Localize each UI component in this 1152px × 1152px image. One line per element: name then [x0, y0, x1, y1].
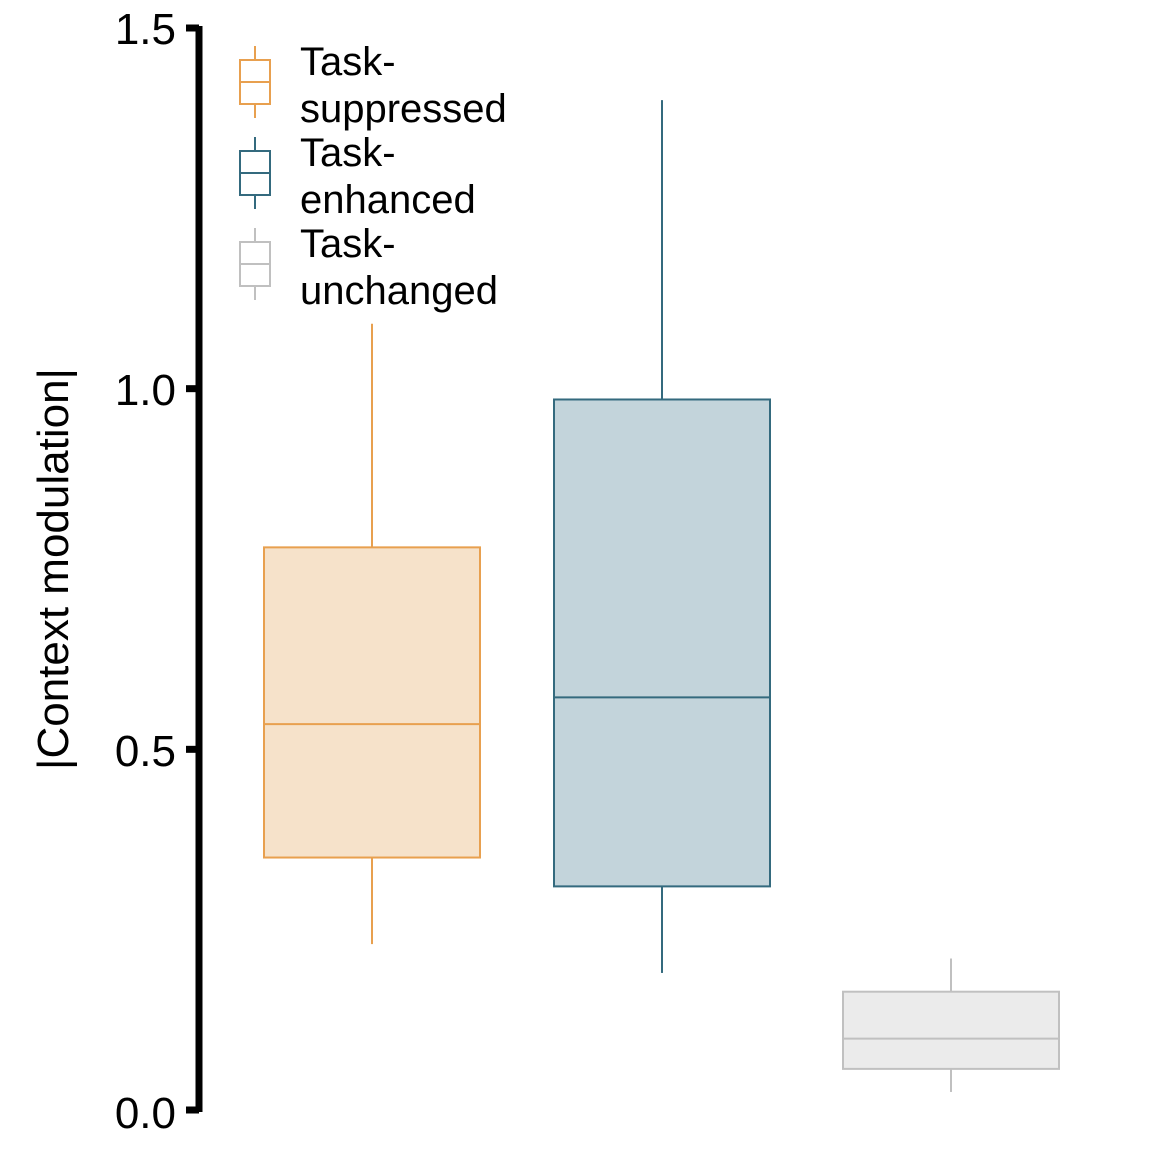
legend-label-line: Task- — [300, 40, 396, 84]
y-tick-label: 1.5 — [115, 5, 176, 54]
box-iqr — [842, 990, 1060, 1070]
legend-label-line: Task- — [300, 131, 396, 175]
box-task-suppressed — [263, 323, 481, 945]
box-iqr — [263, 546, 481, 859]
legend-label-line: enhanced — [300, 178, 476, 222]
box-task-unchanged — [842, 958, 1060, 1092]
legend-label-line: suppressed — [300, 87, 507, 131]
box-iqr — [553, 398, 771, 888]
y-axis-title: |Context modulation| — [29, 368, 78, 770]
y-axis-ticks — [186, 24, 199, 1114]
y-tick-label: 1.0 — [115, 366, 176, 415]
legend-keys — [239, 46, 271, 300]
y-tick-label: 0.5 — [115, 727, 176, 776]
legend: Task- suppressed Task- enhanced Task- un… — [239, 40, 507, 313]
legend-key-task-enhanced — [239, 137, 271, 209]
box-task-enhanced — [553, 100, 771, 973]
legend-key-task-unchanged — [239, 228, 271, 300]
box-group — [263, 100, 1060, 1092]
legend-label-line: unchanged — [300, 269, 498, 313]
y-tick-label: 0.0 — [115, 1089, 176, 1138]
legend-key-task-suppressed — [239, 46, 271, 118]
legend-label-line: Task- — [300, 222, 396, 266]
